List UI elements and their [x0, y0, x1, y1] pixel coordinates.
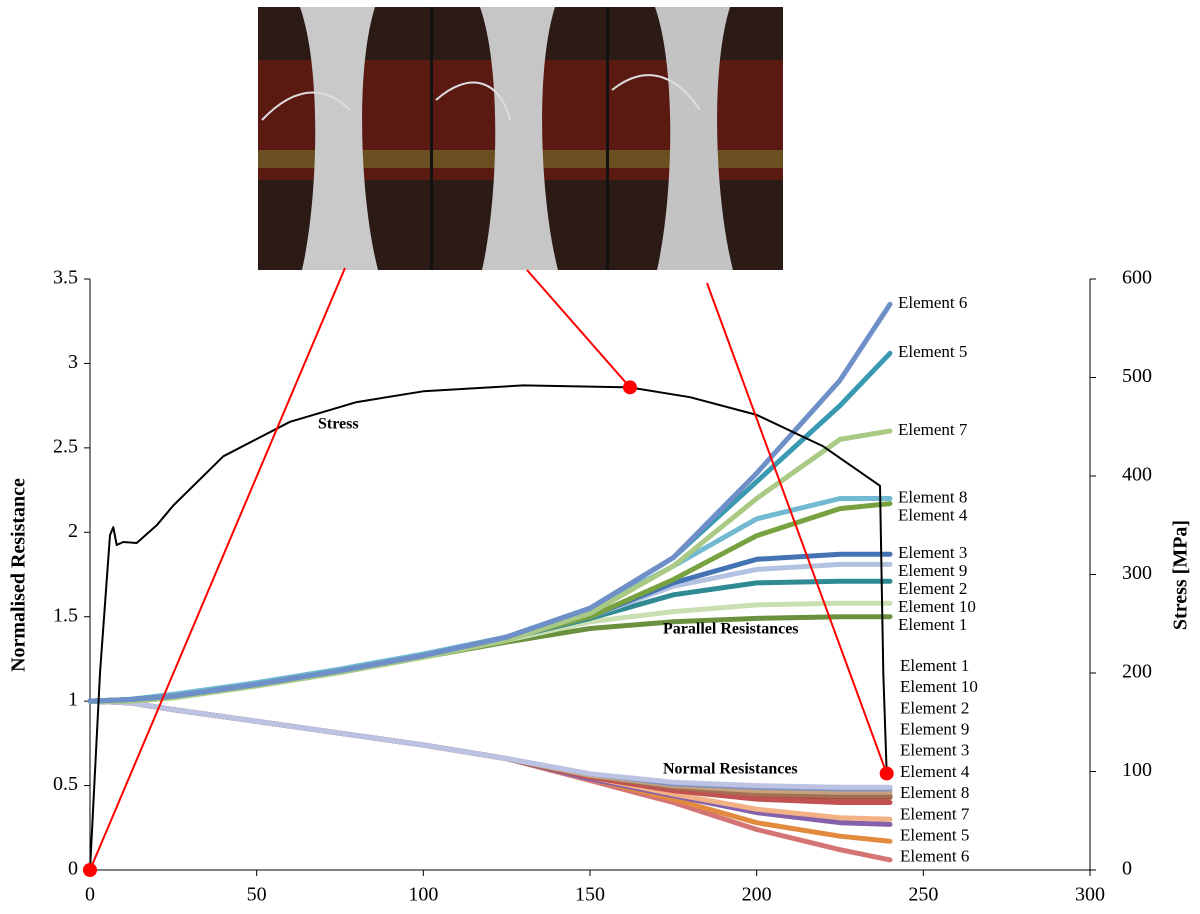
y2-tick-label: 500	[1122, 365, 1152, 387]
element-label: Element 2	[900, 698, 969, 717]
x-tick-label: 50	[247, 884, 267, 906]
element-label: Element 5	[898, 342, 967, 361]
element-label: Element 1	[898, 615, 967, 634]
resistance-line	[87, 698, 893, 790]
x-tick-label: 250	[908, 884, 938, 906]
resistance-line	[87, 301, 893, 704]
y-tick-label: 2	[68, 520, 78, 542]
highlight-point	[879, 766, 894, 781]
x-tick-label: 0	[85, 884, 95, 906]
x-tick-label: 200	[742, 884, 772, 906]
y-tick-label: 3.5	[53, 267, 78, 289]
highlight-point	[623, 380, 637, 395]
element-label: Element 5	[900, 826, 969, 845]
photo-connector	[89, 267, 346, 871]
element-label: Element 4	[898, 505, 968, 524]
element-label: Element 1	[900, 656, 969, 675]
photo-connector	[526, 269, 631, 389]
element-label: Element 10	[898, 597, 976, 616]
element-label: Element 10	[900, 677, 978, 696]
resistance-line	[87, 698, 893, 863]
x-tick-label: 150	[575, 884, 605, 906]
y-tick-label: 3	[68, 351, 78, 373]
element-label: Element 2	[898, 579, 967, 598]
photo	[258, 7, 783, 270]
y-tick-label: 1	[68, 689, 78, 711]
x-tick-label: 100	[408, 884, 438, 906]
y-axis-title: Normalised Resistance	[8, 478, 30, 672]
highlight-point	[83, 863, 97, 877]
y2-tick-label: 0	[1122, 858, 1132, 880]
element-label: Element 4	[900, 762, 970, 781]
element-label: Element 7	[898, 420, 968, 439]
element-label: Element 8	[900, 783, 969, 802]
y2-tick-label: 600	[1122, 267, 1152, 289]
element-label: Element 7	[900, 804, 970, 823]
x-tick-label: 300	[1075, 884, 1105, 906]
y2-axis-title: Stress [MPa]	[1170, 520, 1192, 630]
y-tick-label: 0	[68, 858, 78, 880]
y2-tick-label: 100	[1122, 759, 1152, 781]
element-label: Element 6	[898, 293, 967, 312]
y2-tick-label: 400	[1122, 464, 1152, 486]
series-label: Stress	[318, 416, 359, 433]
y2-tick-label: 300	[1122, 562, 1152, 584]
y-tick-label: 1.5	[53, 604, 78, 626]
resistance-line	[87, 350, 893, 704]
element-label: Element 6	[900, 847, 969, 866]
y2-tick-label: 200	[1122, 661, 1152, 683]
group-label: Parallel Resistances	[663, 621, 799, 638]
element-label: Element 9	[900, 720, 969, 739]
element-label: Element 9	[898, 561, 967, 580]
element-label: Element 8	[898, 487, 967, 506]
group-label: Normal Resistances	[663, 761, 798, 778]
element-label: Element 3	[898, 543, 967, 562]
y-tick-label: 0.5	[53, 773, 78, 795]
element-label: Element 3	[900, 741, 969, 760]
stress-line	[89, 384, 888, 871]
y-tick-label: 2.5	[53, 435, 78, 457]
photo-connector	[706, 282, 888, 774]
